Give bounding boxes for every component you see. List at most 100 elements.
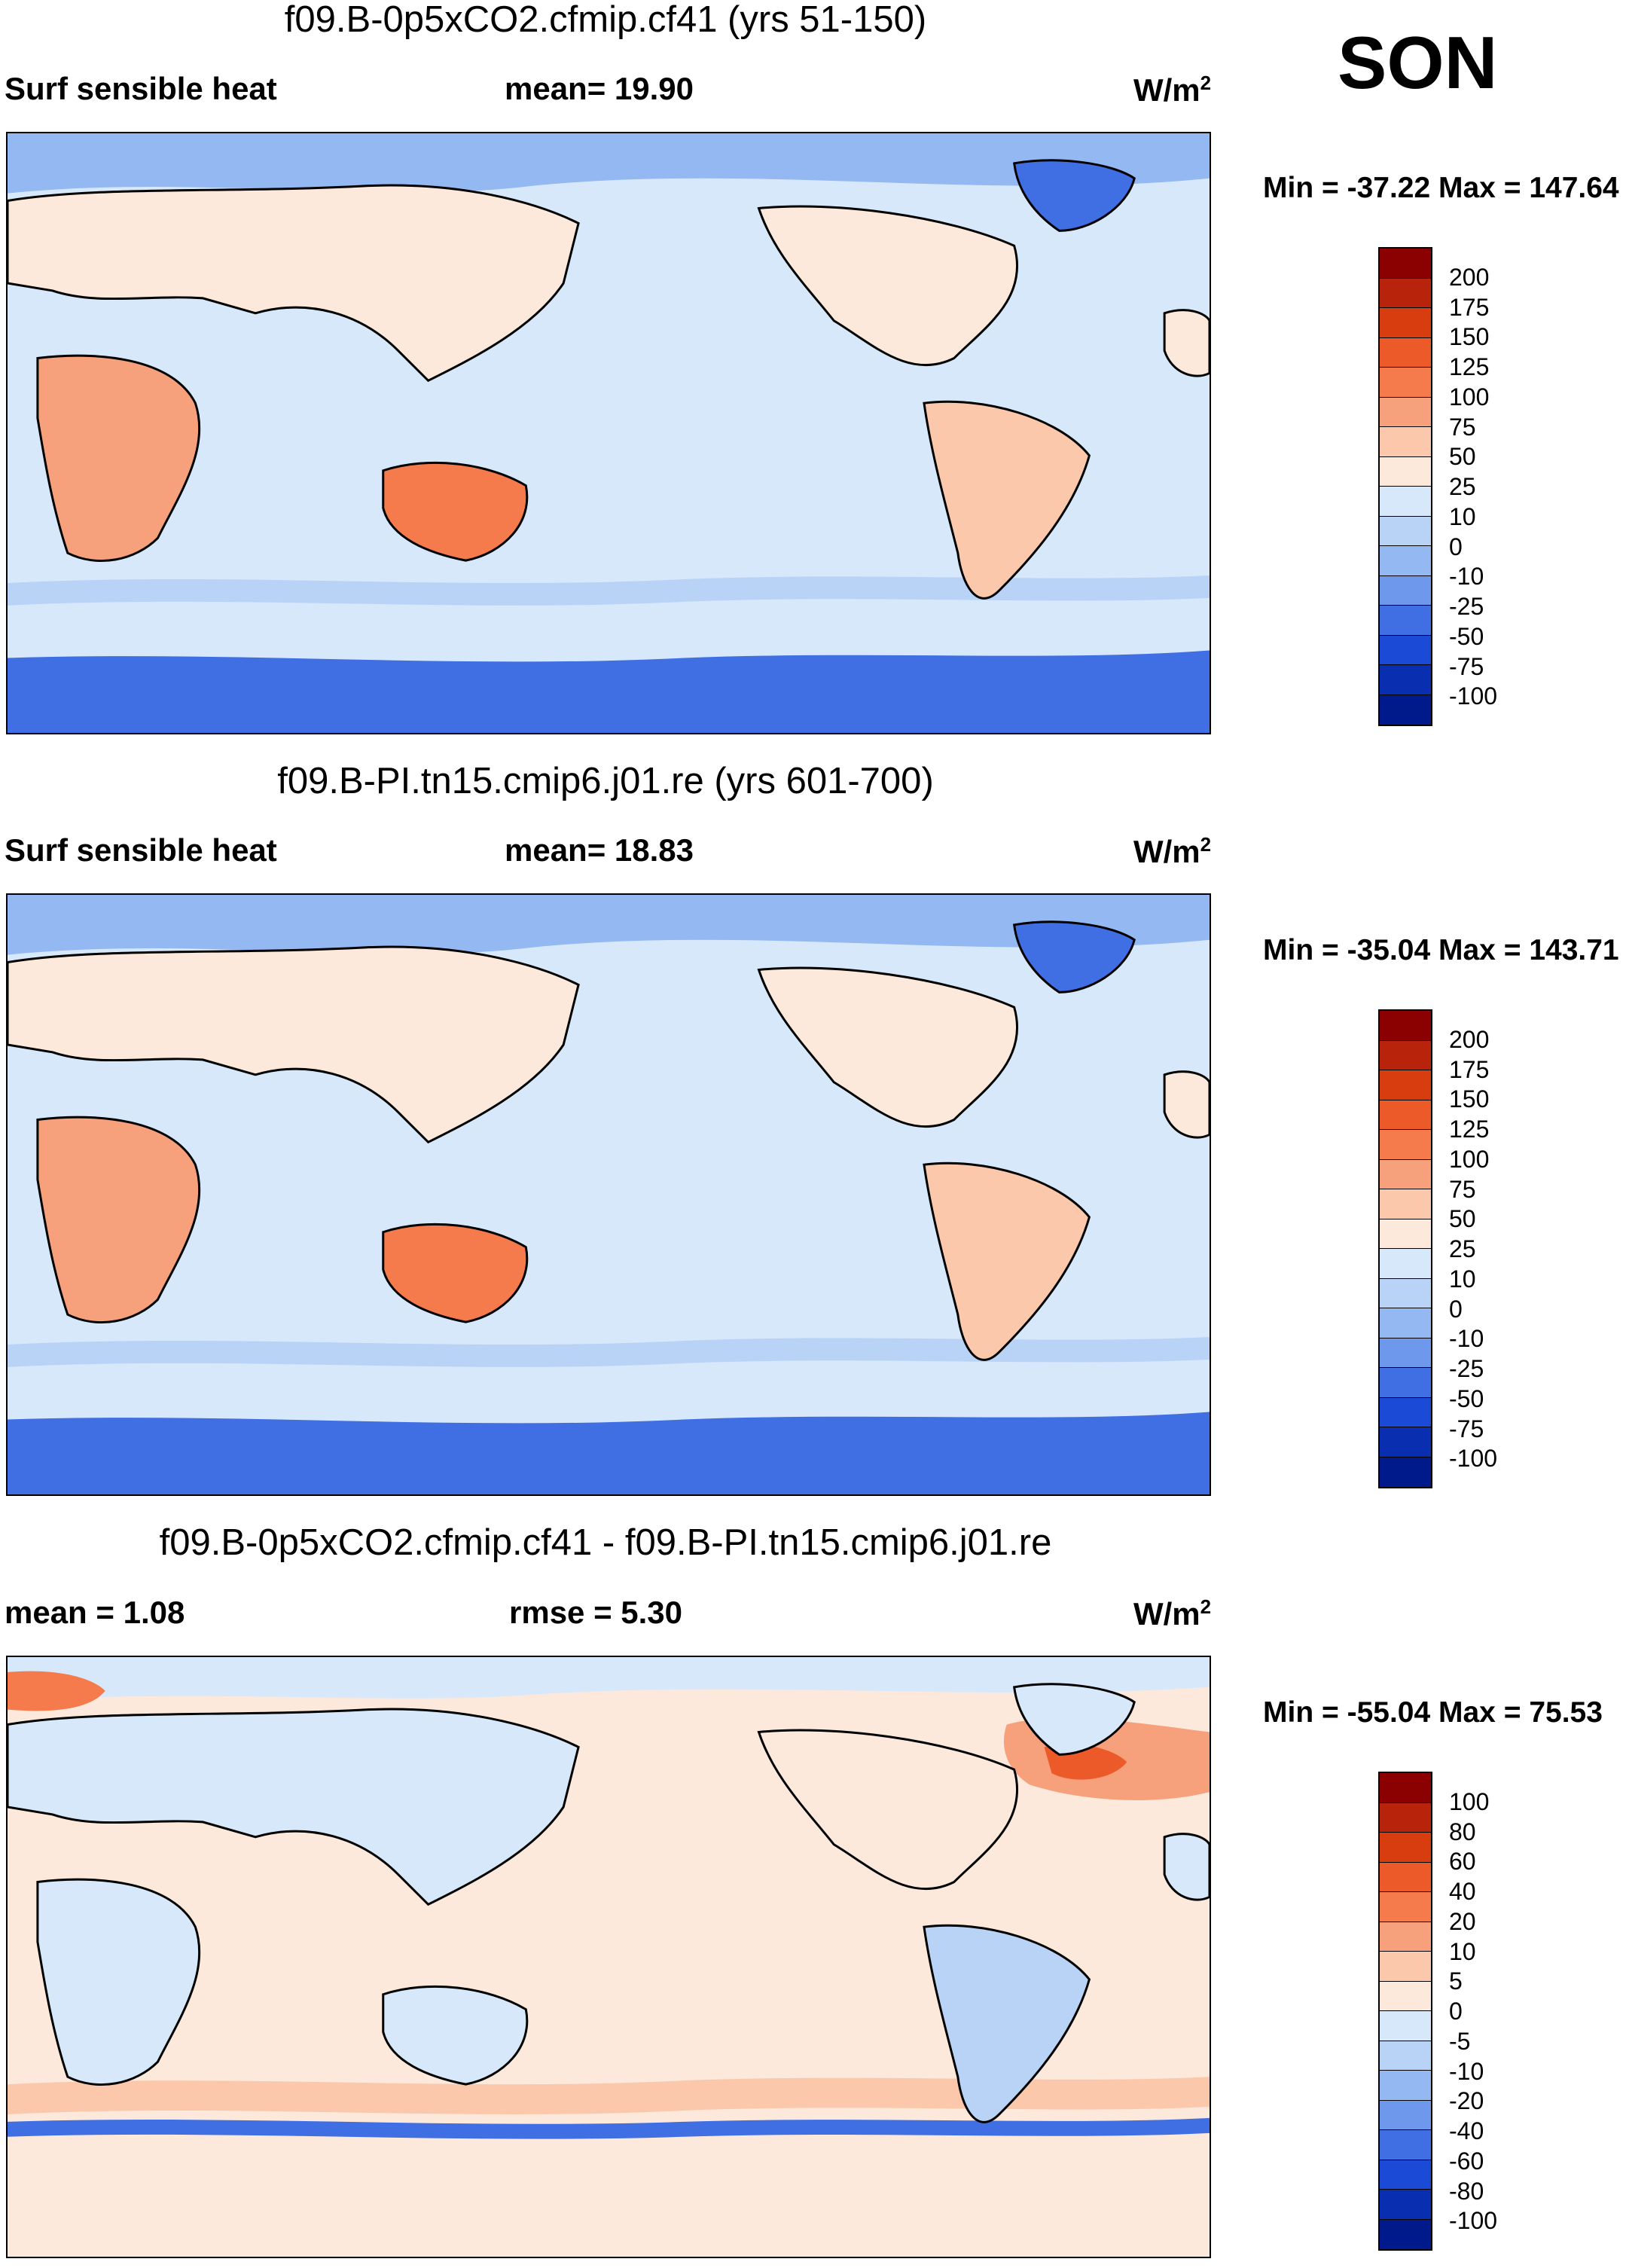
south-america-landmass	[923, 400, 1091, 600]
southern-ocean-band	[8, 1337, 1210, 1367]
colorbar-tick-label: -10	[1449, 563, 1484, 591]
north-america-landmass	[757, 966, 1019, 1128]
colorbar-tick-label: 40	[1449, 1878, 1476, 1905]
panel-2-title: f09.B-PI.tn15.cmip6.j01.re (yrs 601-700)	[277, 761, 934, 801]
africa-landmass	[36, 1116, 201, 1324]
colorbar-swatch	[1380, 2190, 1431, 2220]
colorbar-tick-label: 50	[1449, 443, 1476, 471]
season-label: SON	[1338, 21, 1498, 104]
colorbar-tick-label: -50	[1449, 622, 1484, 650]
north-america-landmass	[757, 1729, 1019, 1891]
colorbar-tick-label: 200	[1449, 1025, 1490, 1053]
colorbar-swatch	[1380, 1011, 1431, 1041]
arctic-cold-band	[8, 895, 1210, 955]
colorbar-swatch	[1380, 2011, 1431, 2041]
colorbar-tick-label: 150	[1449, 323, 1490, 351]
colorbar-tick-label: 150	[1449, 1085, 1490, 1113]
colorbar-tick-label: 10	[1449, 1937, 1476, 1965]
colorbar-tick-label: -20	[1449, 2087, 1484, 2115]
colorbar-swatch	[1380, 1249, 1431, 1279]
colorbar-tick-label: 125	[1449, 1116, 1490, 1143]
colorbar-swatch	[1380, 397, 1431, 427]
greenland-landmass	[1012, 159, 1136, 232]
panel-3-minmax: Min = -55.04 Max = 75.53	[1263, 1696, 1603, 1729]
colorbar-tick-label: 0	[1449, 1295, 1463, 1323]
colorbar-tick-label: 75	[1449, 1175, 1476, 1203]
eurasia-landmass	[8, 945, 580, 1144]
arctic-warm-anomaly	[8, 1671, 105, 1711]
colorbar-tick-label: 0	[1449, 1998, 1463, 2025]
colorbar-swatch	[1380, 516, 1431, 546]
southern-ocean-cold-band	[8, 2117, 1210, 2139]
colorbar-tick-label: -80	[1449, 2177, 1484, 2205]
panel-1-variable-label: Surf sensible heat	[5, 71, 277, 106]
colorbar-swatch	[1380, 1159, 1431, 1189]
colorbar-tick-label: 80	[1449, 1818, 1476, 1845]
colorbar-swatch	[1380, 1802, 1431, 1833]
colorbar-tick-label: -40	[1449, 2117, 1484, 2144]
eurasia-landmass	[8, 1708, 580, 1906]
colorbar-tick-label: 200	[1449, 263, 1490, 291]
panel-3-map-svg	[8, 1657, 1210, 2257]
colorbar-swatch	[1380, 368, 1431, 398]
west-africa-edge-landmass	[1163, 1070, 1210, 1139]
colorbar-swatch	[1380, 1862, 1431, 1892]
eurasia-landmass	[8, 184, 580, 383]
colorbar-tick-label: -10	[1449, 1325, 1484, 1353]
panel-2-units: W/m2	[1133, 833, 1212, 869]
colorbar-tick-label: 100	[1449, 1145, 1490, 1173]
africa-landmass	[36, 354, 201, 563]
colorbar-swatch	[1380, 665, 1431, 695]
colorbar-swatch	[1380, 2100, 1431, 2130]
colorbar-swatch	[1380, 1278, 1431, 1308]
colorbar-swatch	[1380, 427, 1431, 457]
colorbar-tick-label: 175	[1449, 1055, 1490, 1083]
panel-2-colorbar	[1378, 1009, 1432, 1488]
panel-1-mean-label: mean= 19.90	[505, 71, 694, 106]
arctic-band	[8, 1657, 1210, 1702]
colorbar-tick-label: -25	[1449, 593, 1484, 620]
colorbar-tick-label: 100	[1449, 1787, 1490, 1815]
colorbar-swatch	[1380, 1189, 1431, 1219]
colorbar-swatch	[1380, 1070, 1431, 1100]
colorbar-tick-label: -100	[1449, 682, 1498, 710]
africa-landmass	[36, 1878, 201, 2086]
south-america-landmass	[923, 1161, 1091, 1361]
greenland-landmass	[1012, 1683, 1136, 1756]
panel-3-rmse-label: rmse = 5.30	[509, 1595, 683, 1630]
greenland-landmass	[1012, 920, 1136, 994]
panel-2-map-svg	[8, 895, 1210, 1494]
colorbar-tick-label: -60	[1449, 2147, 1484, 2175]
australia-landmass	[382, 461, 529, 562]
colorbar-swatch	[1380, 1773, 1431, 1803]
colorbar-swatch	[1380, 2130, 1431, 2160]
colorbar-swatch	[1380, 1308, 1431, 1339]
colorbar-swatch	[1380, 1892, 1431, 1922]
southern-ocean-band	[8, 575, 1210, 606]
colorbar-tick-label: 125	[1449, 353, 1490, 380]
colorbar-swatch	[1380, 487, 1431, 517]
panel-3-units: W/m2	[1133, 1595, 1212, 1632]
colorbar-tick-label: 0	[1449, 533, 1463, 560]
panel-2-map	[6, 893, 1211, 1496]
colorbar-swatch	[1380, 1427, 1431, 1458]
colorbar-tick-label: 175	[1449, 293, 1490, 321]
colorbar-swatch	[1380, 1100, 1431, 1130]
antarctic-cold-band	[8, 650, 1210, 733]
panel-1-map	[6, 132, 1211, 734]
australia-landmass	[382, 1985, 529, 2086]
colorbar-tick-label: -100	[1449, 2207, 1498, 2235]
west-africa-edge-landmass	[1163, 309, 1210, 377]
southern-ocean-warm-band	[8, 2077, 1210, 2114]
colorbar-swatch	[1380, 308, 1431, 338]
panel-3-colorbar	[1378, 1772, 1432, 2251]
colorbar-swatch	[1380, 1040, 1431, 1070]
colorbar-swatch	[1380, 1130, 1431, 1160]
panel-1-title: f09.B-0p5xCO2.cfmip.cf41 (yrs 51-150)	[284, 0, 927, 40]
colorbar-swatch	[1380, 249, 1431, 279]
south-america-landmass	[923, 1924, 1091, 2123]
panel-3-mean-label: mean = 1.08	[5, 1595, 185, 1630]
colorbar-tick-label: -10	[1449, 2057, 1484, 2085]
panel-1-colorbar	[1378, 247, 1432, 726]
colorbar-tick-label: 10	[1449, 1265, 1476, 1293]
